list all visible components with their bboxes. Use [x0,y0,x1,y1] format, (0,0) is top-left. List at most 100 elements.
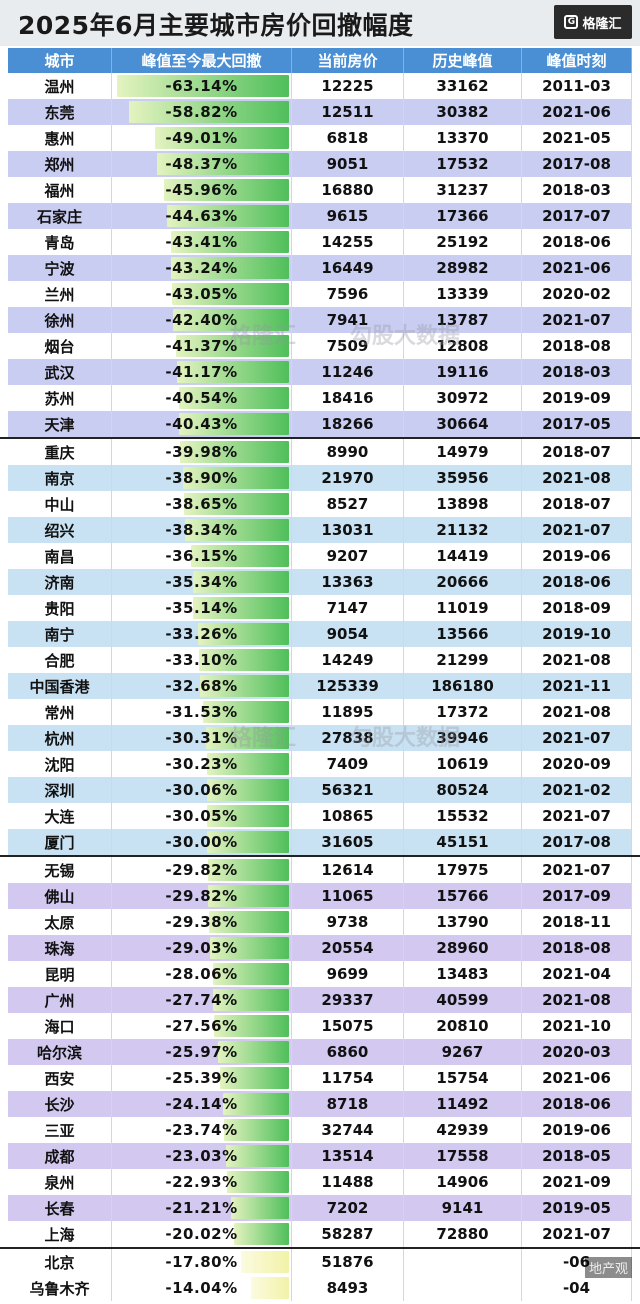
drawdown-value: -29.82% [165,887,238,905]
peak-time-cell: 2021-08 [522,465,632,491]
peak-price-cell: 19116 [404,359,522,385]
table-row: 中国香港 -32.68% 125339 186180 2021-11 [8,673,632,699]
current-price-cell: 11754 [292,1065,404,1091]
drawdown-value: -29.38% [165,913,238,931]
drawdown-bar [227,1171,289,1193]
drawdown-value: -29.03% [165,939,238,957]
current-price-cell: 9738 [292,909,404,935]
drawdown-value: -25.97% [165,1043,238,1061]
drawdown-value: -63.14% [165,77,238,95]
city-cell: 珠海 [8,935,112,961]
drawdown-cell: -40.43% [112,411,292,437]
peak-price-cell: 13790 [404,909,522,935]
table-row: 厦门 -30.00% 31605 45151 2017-08 [8,829,632,855]
drawdown-value: -43.05% [165,285,238,303]
page-title: 2025年6月主要城市房价回撤幅度 [18,11,414,40]
current-price-cell: 32744 [292,1117,404,1143]
drawdown-value: -30.23% [165,755,238,773]
table-row: 泉州 -22.93% 11488 14906 2021-09 [8,1169,632,1195]
drawdown-bar [251,1277,289,1299]
city-cell: 广州 [8,987,112,1013]
current-price-cell: 58287 [292,1221,404,1247]
peak-price-cell: 80524 [404,777,522,803]
peak-time-cell: 2021-06 [522,99,632,125]
peak-time-cell: 2011-03 [522,73,632,99]
current-price-cell: 9207 [292,543,404,569]
city-cell: 温州 [8,73,112,99]
city-cell: 合肥 [8,647,112,673]
city-cell: 常州 [8,699,112,725]
table-row: 西安 -25.39% 11754 15754 2021-06 [8,1065,632,1091]
city-cell: 徐州 [8,307,112,333]
current-price-cell: 8718 [292,1091,404,1117]
current-price-cell: 12614 [292,857,404,883]
current-price-cell: 14249 [292,647,404,673]
drawdown-bar [172,283,289,305]
city-cell: 福州 [8,177,112,203]
peak-time-cell: 2021-09 [522,1169,632,1195]
peak-time-cell: 2021-07 [522,517,632,543]
current-price-cell: 8990 [292,439,404,465]
table-row: 济南 -35.34% 13363 20666 2018-06 [8,569,632,595]
current-price-cell: 18266 [292,411,404,437]
drawdown-cell: -43.05% [112,281,292,307]
drawdown-bar [220,1067,289,1089]
drawdown-value: -58.82% [165,103,238,121]
table-row: 常州 -31.53% 11895 17372 2021-08 [8,699,632,725]
drawdown-value: -30.05% [165,807,238,825]
drawdown-bar [164,179,289,201]
drawdown-cell: -43.41% [112,229,292,255]
drawdown-bar [157,153,289,175]
drawdown-bar [207,805,289,827]
peak-time-cell: 2018-06 [522,1091,632,1117]
drawdown-cell: -21.21% [112,1195,292,1221]
city-cell: 深圳 [8,777,112,803]
drawdown-cell: -23.74% [112,1117,292,1143]
peak-price-cell: 10619 [404,751,522,777]
current-price-cell: 8493 [292,1275,404,1301]
table-row: 三亚 -23.74% 32744 42939 2019-06 [8,1117,632,1143]
peak-time-cell: 2021-07 [522,725,632,751]
peak-price-cell: 21132 [404,517,522,543]
current-price-cell: 29337 [292,987,404,1013]
drawdown-cell: -35.34% [112,569,292,595]
city-cell: 泉州 [8,1169,112,1195]
drawdown-value: -33.26% [165,625,238,643]
drawdown-bar [185,519,289,541]
current-price-cell: 13363 [292,569,404,595]
peak-time-cell: 2021-08 [522,699,632,725]
city-cell: 重庆 [8,439,112,465]
peak-price-cell: 30972 [404,385,522,411]
drawdown-cell: -35.14% [112,595,292,621]
current-price-cell: 9615 [292,203,404,229]
current-price-cell: 21970 [292,465,404,491]
current-price-cell: 11246 [292,359,404,385]
drawdown-bar [218,1041,289,1063]
drawdown-value: -41.37% [165,337,238,355]
peak-time-cell: 2020-09 [522,751,632,777]
drawdown-cell: -32.68% [112,673,292,699]
city-cell: 太原 [8,909,112,935]
peak-time-cell: 2018-06 [522,229,632,255]
peak-time-cell: 2021-07 [522,857,632,883]
drawdown-value: -43.41% [165,233,238,251]
current-price-cell: 7147 [292,595,404,621]
current-price-cell: 9054 [292,621,404,647]
current-price-cell: 8527 [292,491,404,517]
drawdown-bar [206,727,289,749]
peak-time-cell: 2021-08 [522,987,632,1013]
table-row: 昆明 -28.06% 9699 13483 2021-04 [8,961,632,987]
current-price-cell: 125339 [292,673,404,699]
table-row: 南宁 -33.26% 9054 13566 2019-10 [8,621,632,647]
drawdown-bar [167,205,289,227]
current-price-cell: 31605 [292,829,404,855]
peak-time-cell: 2018-11 [522,909,632,935]
city-cell: 郑州 [8,151,112,177]
peak-price-cell: 30664 [404,411,522,437]
drawdown-value: -41.17% [165,363,238,381]
table-row: 杭州 -30.31% 27838 39946 2021-07 [8,725,632,751]
drawdown-value: -38.90% [165,469,238,487]
table-row: 广州 -27.74% 29337 40599 2021-08 [8,987,632,1013]
drawdown-bar [208,859,289,881]
current-price-cell: 16449 [292,255,404,281]
